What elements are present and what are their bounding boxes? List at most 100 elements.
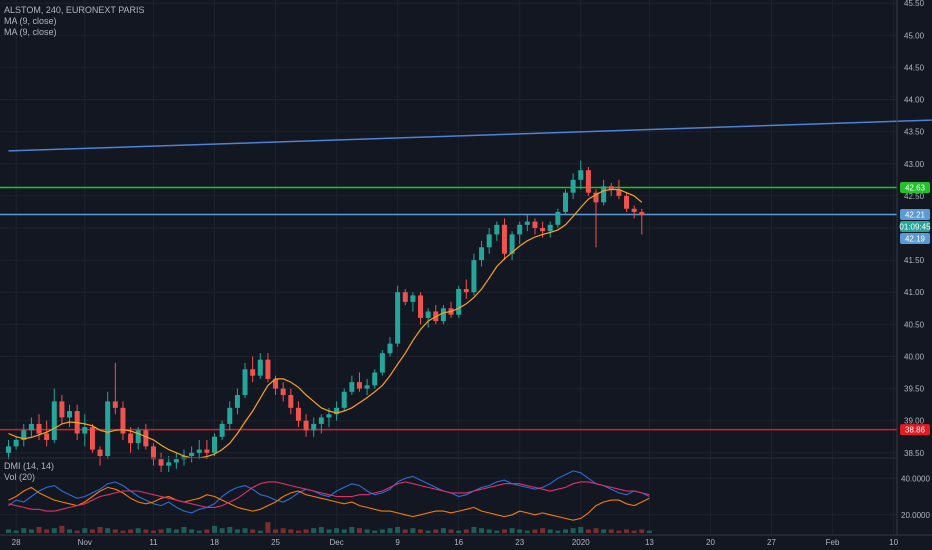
price-tick-label: 43.00 (904, 160, 925, 169)
sub-legend[interactable]: DMI (14, 14) Vol (20) (4, 461, 54, 483)
volume-bar (463, 529, 469, 533)
candle-body (13, 439, 19, 447)
level-tag-bg (900, 424, 930, 436)
time-tick-label: 16 (454, 538, 463, 547)
volume-bar (486, 529, 492, 533)
volume-bar (212, 525, 218, 533)
volume-bar (509, 528, 515, 533)
candle-body (6, 446, 11, 453)
candle-body (372, 372, 378, 386)
volume-bar (219, 528, 225, 533)
dmi-volume-pane (6, 470, 652, 533)
candle-body (212, 436, 218, 453)
volume-bar (616, 530, 622, 533)
volume-bar (303, 529, 309, 533)
volume-bar (28, 529, 34, 533)
volume-bar (242, 528, 248, 533)
candle-body (631, 208, 637, 212)
volume-bar (479, 528, 485, 533)
candle-body (36, 423, 42, 434)
volume-bar (440, 528, 446, 533)
candle-body (471, 260, 477, 293)
horizontal-levels[interactable] (0, 186, 897, 431)
candle-body (112, 401, 118, 408)
price-tick-label: 45.00 (904, 31, 925, 40)
time-tick-label: 2020 (572, 538, 590, 547)
volume-bar (74, 530, 80, 533)
volume-bar (166, 528, 172, 533)
last-price-tag: 42.19 (905, 235, 926, 244)
volume-bar (540, 528, 546, 533)
time-tick-label: Feb (826, 538, 840, 547)
candle-body (173, 459, 179, 463)
candle-body (494, 224, 500, 235)
candle-body (166, 462, 172, 466)
symbol-legend[interactable]: ALSTOM, 240, EURONEXT PARIS MA (9, close… (4, 5, 145, 38)
volume-bar (89, 529, 95, 533)
candle-body (135, 430, 141, 444)
time-tick-label: 23 (515, 538, 524, 547)
sub-tick-label: 40.0000 (901, 474, 930, 483)
volume-bar (593, 528, 599, 533)
volume-bar (387, 528, 393, 533)
level-tag: 42.63 (905, 184, 926, 193)
candle-body (456, 289, 462, 315)
ma-legend-1[interactable]: MA (9, close) (4, 16, 57, 26)
volume-bar (120, 530, 126, 533)
candle-body (585, 170, 591, 193)
volume-bar (13, 530, 19, 533)
candle-body (341, 391, 347, 408)
candle-body (570, 179, 576, 193)
candle-body (608, 186, 614, 190)
time-axis[interactable]: 28 Nov 11 18 25 Dec 9 16 23 2020 13 20 27 Feb 10 (12, 538, 899, 547)
volume-bar (326, 529, 332, 533)
volume-bar (158, 529, 164, 533)
candle-body (280, 388, 286, 395)
dmi-plus-line (8, 470, 650, 514)
volume-bar (631, 530, 637, 533)
candle-body (425, 311, 431, 318)
volume-bar (608, 529, 614, 533)
candle-body (509, 234, 515, 254)
candle-body (326, 414, 332, 418)
candle-body (616, 189, 622, 196)
price-tick-label: 39.50 (904, 385, 925, 394)
volume-bar (51, 528, 57, 533)
vol-legend[interactable]: Vol (20) (4, 472, 36, 482)
candle-body (196, 449, 202, 453)
volume-bar (494, 530, 500, 533)
price-tick-label: 38.50 (904, 449, 925, 458)
volume-bar (356, 528, 362, 533)
candle-body (158, 459, 164, 466)
volume-bar (36, 527, 42, 533)
dmi-legend[interactable]: DMI (14, 14) (4, 461, 55, 471)
volume-bar (295, 530, 301, 533)
price-tick-label: 39.00 (904, 417, 925, 426)
volume-bar (524, 530, 530, 533)
level-tag: 38.86 (905, 426, 926, 435)
volume-bar (21, 528, 27, 533)
volume-bar (379, 529, 385, 533)
time-tick-label: 9 (395, 538, 400, 547)
volume-bar (448, 529, 454, 533)
volume-bar (196, 530, 202, 533)
ma-legend-2[interactable]: MA (9, close) (4, 27, 57, 37)
volume-bar (601, 529, 607, 533)
time-tick-label: 27 (767, 538, 776, 547)
candle-body (28, 423, 34, 431)
candle-body (311, 423, 317, 431)
volume-bar (562, 529, 568, 533)
trendline[interactable] (8, 119, 932, 152)
volume-bar (425, 530, 431, 533)
volume-bar (59, 525, 65, 533)
volume-bar (135, 528, 141, 533)
candle-body (189, 452, 195, 456)
volume-bar (349, 527, 355, 533)
last-price-tag-bg (900, 233, 930, 245)
candle-body (227, 407, 233, 424)
volume-bar (311, 528, 317, 533)
candle-body (128, 433, 134, 444)
time-tick-label: 25 (271, 538, 280, 547)
candle-body (273, 378, 279, 389)
